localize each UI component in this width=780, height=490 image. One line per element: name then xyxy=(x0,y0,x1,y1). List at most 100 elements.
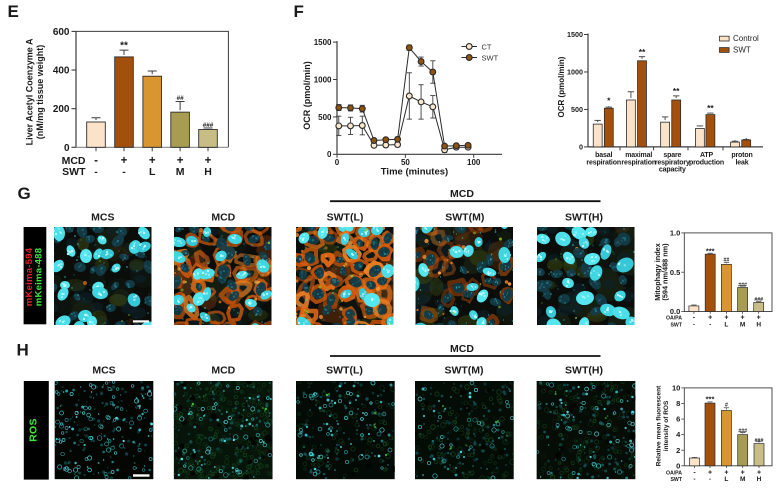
svg-text:4: 4 xyxy=(676,430,681,439)
svg-text:**: ** xyxy=(707,103,714,113)
svg-text:L: L xyxy=(149,166,156,178)
svg-text:##: ## xyxy=(177,95,185,102)
svg-text:-: - xyxy=(709,476,711,483)
svg-text:SWT(L): SWT(L) xyxy=(327,212,364,224)
svg-text:spare: spare xyxy=(663,152,681,159)
svg-text:H: H xyxy=(204,166,212,178)
svg-text:maximal: maximal xyxy=(625,152,652,159)
svg-text:capacity: capacity xyxy=(659,167,686,174)
svg-text:SWT(M): SWT(M) xyxy=(445,212,484,224)
svg-text:###: ### xyxy=(203,122,214,129)
svg-text:H: H xyxy=(756,321,761,328)
svg-text:0: 0 xyxy=(64,143,70,154)
svg-text:M: M xyxy=(740,476,745,483)
svg-text:***: *** xyxy=(706,246,715,255)
svg-text:SWT: SWT xyxy=(670,477,682,483)
svg-text:OA/PA: OA/PA xyxy=(666,470,682,476)
svg-text:MCS: MCS xyxy=(92,365,115,377)
svg-text:1000: 1000 xyxy=(567,68,583,77)
svg-text:1500: 1500 xyxy=(567,30,583,39)
svg-text:##: ## xyxy=(724,257,730,263)
svg-text:SWT: SWT xyxy=(733,46,751,55)
svg-text:0: 0 xyxy=(335,158,340,167)
svg-text:SWT(M): SWT(M) xyxy=(444,365,483,377)
svg-text:10: 10 xyxy=(672,384,680,393)
svg-text:H: H xyxy=(757,476,762,483)
svg-text:+: + xyxy=(757,469,761,476)
svg-text:+: + xyxy=(724,315,728,322)
svg-text:OCR (pmol/min): OCR (pmol/min) xyxy=(302,61,312,130)
svg-text:-: - xyxy=(709,321,711,328)
svg-text:SWT: SWT xyxy=(670,322,682,328)
svg-text:**: ** xyxy=(120,41,128,52)
svg-text:G: G xyxy=(18,184,31,203)
svg-text:SWT(H): SWT(H) xyxy=(565,212,603,224)
svg-text:0.0: 0.0 xyxy=(670,307,680,316)
svg-text:Relative mean fluorescent: Relative mean fluorescent xyxy=(656,385,663,466)
svg-text:-: - xyxy=(693,321,695,328)
svg-text:8: 8 xyxy=(676,399,680,408)
svg-text:MCD: MCD xyxy=(450,343,474,355)
svg-text:(nM/mg tissue weight): (nM/mg tissue weight) xyxy=(35,45,45,140)
svg-text:+: + xyxy=(708,315,712,322)
svg-text:###: ### xyxy=(754,297,763,303)
svg-text:0: 0 xyxy=(327,150,332,159)
svg-text:E: E xyxy=(8,2,19,21)
svg-text:###: ### xyxy=(755,438,764,444)
svg-text:+: + xyxy=(177,155,184,167)
svg-text:CT: CT xyxy=(482,42,492,51)
svg-text:intensity of ROS: intensity of ROS xyxy=(663,400,670,451)
svg-text:600: 600 xyxy=(53,27,70,38)
svg-text:500: 500 xyxy=(318,113,332,122)
svg-text:F: F xyxy=(294,2,304,21)
svg-text:+: + xyxy=(724,469,728,476)
svg-text:+: + xyxy=(757,315,761,322)
svg-text:leak: leak xyxy=(735,159,748,166)
svg-text:MCD: MCD xyxy=(211,365,235,377)
svg-text:OCR (pmol/min): OCR (pmol/min) xyxy=(557,56,566,117)
svg-text:-: - xyxy=(693,469,696,476)
svg-text:***: *** xyxy=(706,394,715,403)
svg-text:MCD: MCD xyxy=(211,212,235,224)
svg-text:Mitophagy index: Mitophagy index xyxy=(653,243,662,301)
svg-text:500: 500 xyxy=(571,105,583,114)
svg-text:0: 0 xyxy=(579,143,583,152)
svg-text:Time (minutes): Time (minutes) xyxy=(381,167,448,178)
svg-text:+: + xyxy=(741,469,745,476)
svg-text:M: M xyxy=(740,321,745,328)
svg-text:ROS: ROS xyxy=(28,418,40,442)
svg-text:basal: basal xyxy=(595,152,612,159)
svg-text:SWT: SWT xyxy=(482,53,499,62)
svg-text:MCD: MCD xyxy=(450,188,474,200)
svg-text:+: + xyxy=(708,469,712,476)
svg-text:respiratory: respiratory xyxy=(655,159,690,166)
svg-text:0.5: 0.5 xyxy=(670,268,680,277)
svg-text:6: 6 xyxy=(676,415,680,424)
svg-text:respiration: respiration xyxy=(586,159,621,166)
svg-text:OA/PA: OA/PA xyxy=(666,316,682,322)
svg-text:mKeima-594: mKeima-594 xyxy=(24,247,35,306)
svg-text:+: + xyxy=(205,155,212,167)
svg-text:SWT(H): SWT(H) xyxy=(565,365,603,377)
svg-text:200: 200 xyxy=(53,104,70,115)
svg-text:50: 50 xyxy=(401,158,410,167)
svg-text:L: L xyxy=(724,321,728,328)
svg-text:SWT(L): SWT(L) xyxy=(326,365,363,377)
svg-text:+: + xyxy=(121,155,128,167)
svg-text:-: - xyxy=(122,166,126,178)
svg-text:1.0: 1.0 xyxy=(670,229,680,238)
svg-text:H: H xyxy=(17,341,29,360)
svg-text:mKeima-488: mKeima-488 xyxy=(34,247,45,306)
svg-text:###: ### xyxy=(738,282,747,288)
svg-text:MCD: MCD xyxy=(62,155,86,167)
svg-text:proton: proton xyxy=(731,152,752,159)
svg-text:1000: 1000 xyxy=(314,75,332,84)
svg-text:ATP: ATP xyxy=(700,152,714,159)
svg-text:###: ### xyxy=(738,428,747,434)
svg-text:*: * xyxy=(607,96,611,106)
svg-text:400: 400 xyxy=(53,66,70,77)
svg-text:1500: 1500 xyxy=(314,38,332,47)
svg-text:0: 0 xyxy=(676,461,680,470)
svg-text:+: + xyxy=(741,315,745,322)
svg-text:Liver Acetyl Coenzyme A: Liver Acetyl Coenzyme A xyxy=(25,38,35,145)
